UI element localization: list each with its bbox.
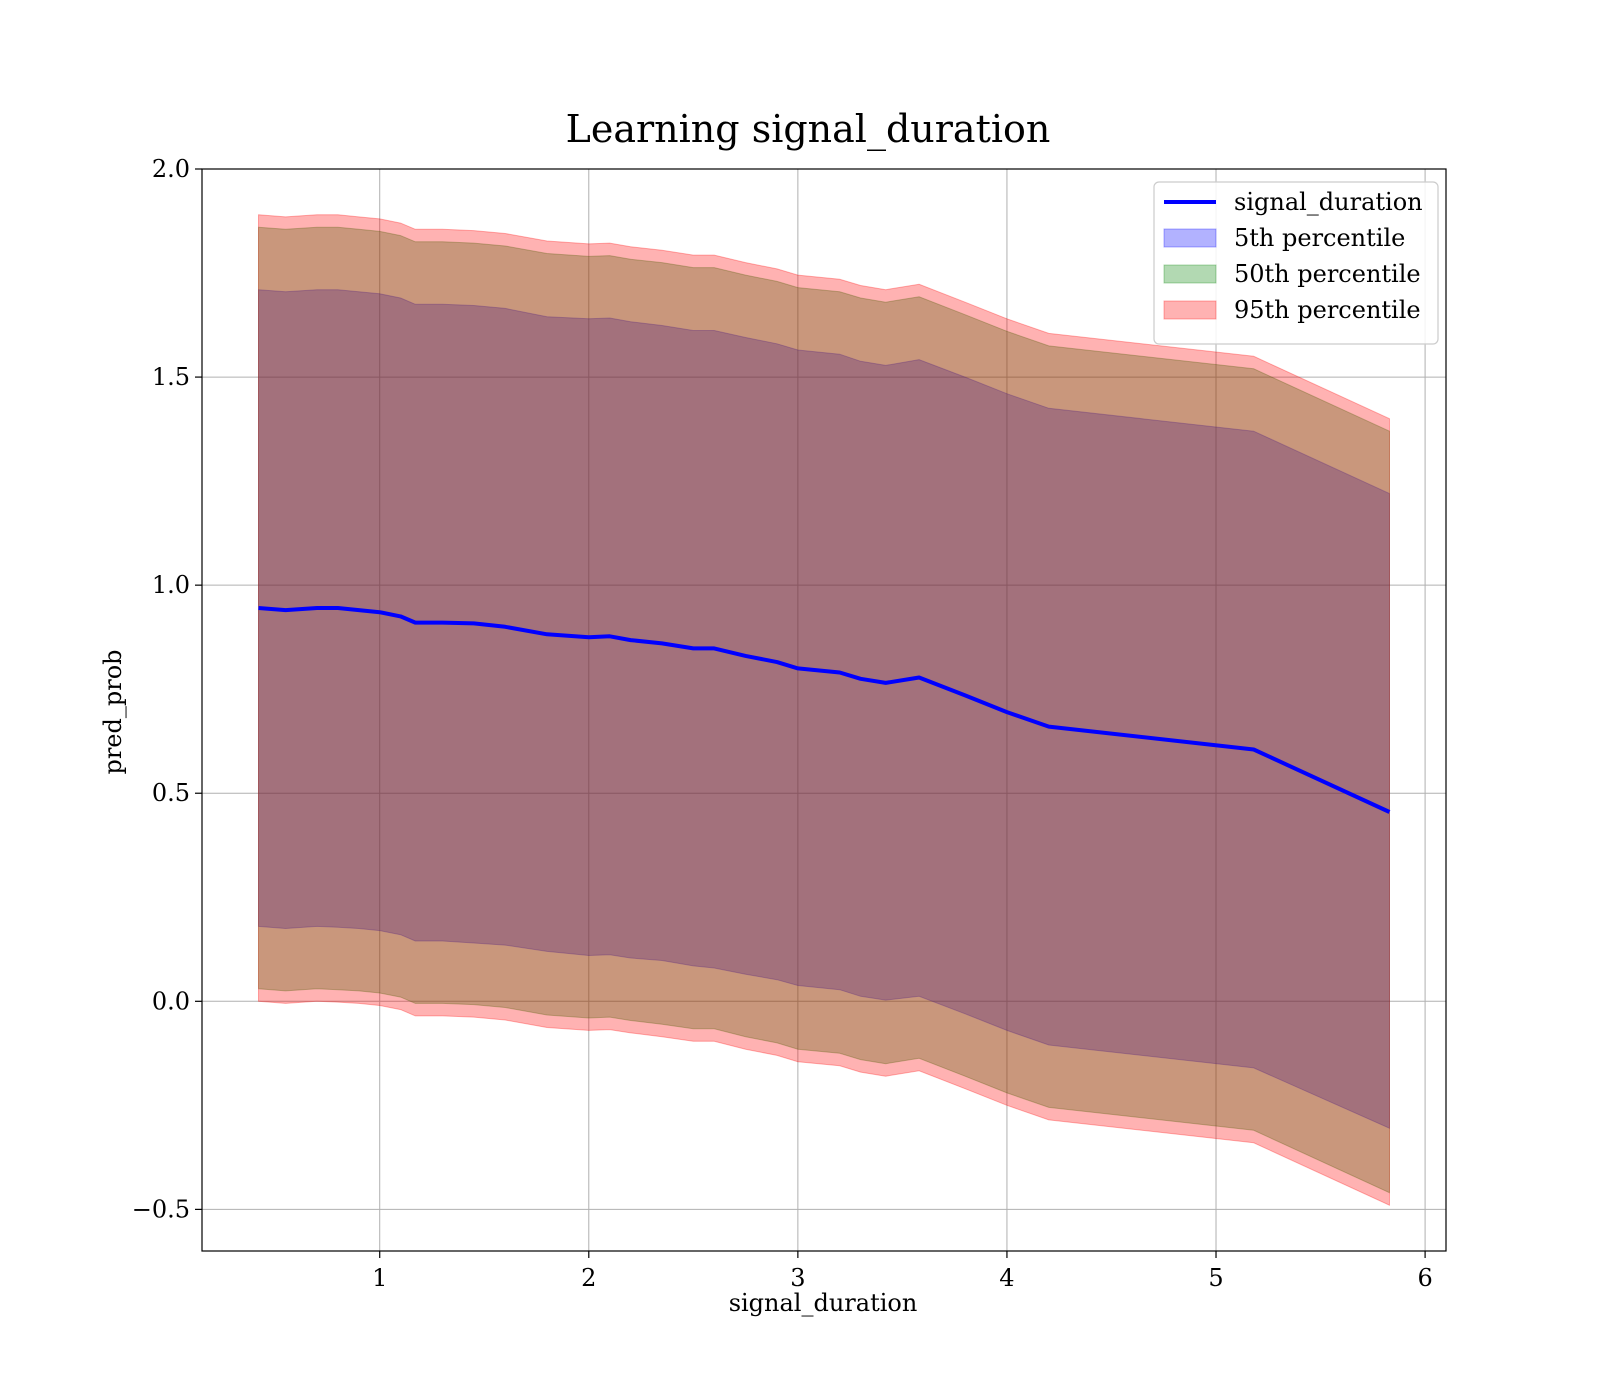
y-tick-label: 1.0 xyxy=(152,571,190,599)
percentile-bands xyxy=(258,214,1390,1206)
y-tick-label: 2.0 xyxy=(152,155,190,183)
y-axis: −0.5 0.0 0.5 1.0 1.5 2.0 xyxy=(132,155,202,1223)
x-tick-label: 3 xyxy=(790,1264,805,1292)
legend-label: signal_duration xyxy=(1234,188,1423,216)
legend-label: 5th percentile xyxy=(1234,224,1405,252)
chart-title: Learning signal_duration xyxy=(566,107,1051,152)
legend-box xyxy=(1153,181,1439,345)
legend-label: 95th percentile xyxy=(1234,296,1421,324)
band-50th-percentile xyxy=(258,226,1390,1194)
x-tick-label: 1 xyxy=(372,1264,387,1292)
y-axis-label: pred_prob xyxy=(99,649,127,774)
x-tick-label: 2 xyxy=(581,1264,596,1292)
x-tick-label: 4 xyxy=(999,1264,1014,1292)
legend-swatch xyxy=(1163,300,1217,320)
x-tick-label: 6 xyxy=(1417,1264,1432,1292)
legend-swatch xyxy=(1163,264,1217,284)
legend: signal_duration 5th percentile 50th percen… xyxy=(1153,181,1439,345)
band-95th-percentile xyxy=(258,214,1390,1206)
legend-swatch xyxy=(1163,228,1217,248)
band-5th-percentile xyxy=(258,289,1390,1129)
x-axis: 1 2 3 4 5 6 xyxy=(372,1251,1433,1292)
y-tick-label: 0.0 xyxy=(152,987,190,1015)
legend-label: 50th percentile xyxy=(1234,260,1421,288)
y-tick-label: −0.5 xyxy=(132,1195,190,1223)
x-tick-label: 5 xyxy=(1208,1264,1223,1292)
y-tick-label: 0.5 xyxy=(152,779,190,807)
series-line xyxy=(258,606,1391,814)
x-axis-label: signal_duration xyxy=(729,1289,918,1317)
series-lines xyxy=(258,606,1391,814)
y-tick-label: 1.5 xyxy=(152,363,190,391)
plot-frame xyxy=(201,168,1447,1252)
